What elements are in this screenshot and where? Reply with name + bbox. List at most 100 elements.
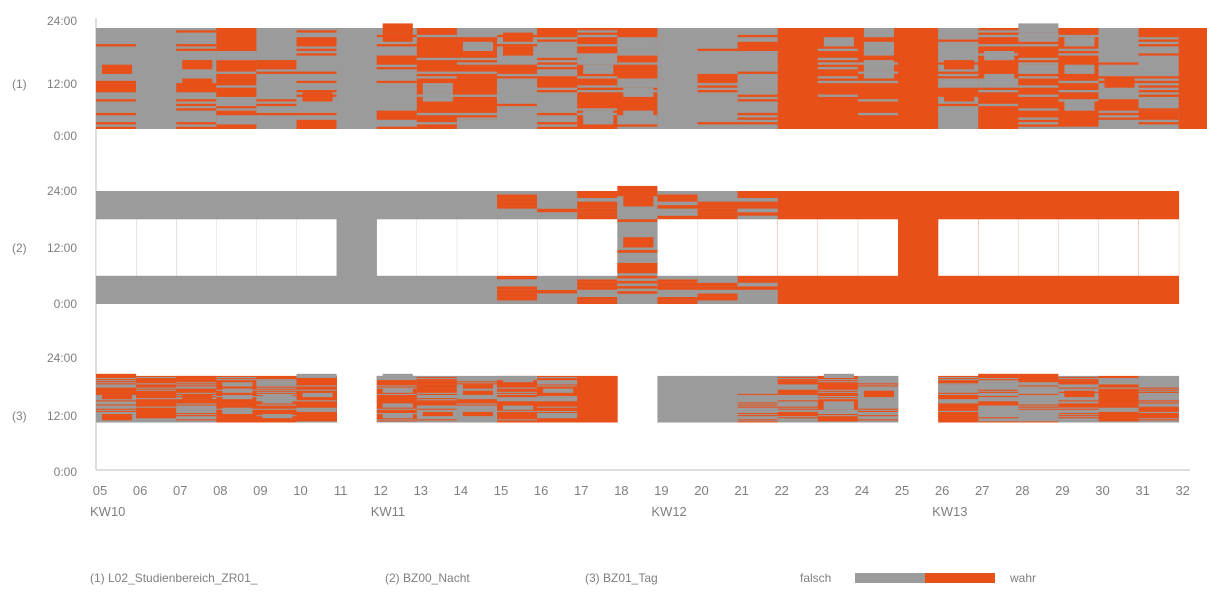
- stripe: [577, 194, 618, 198]
- stripe: [456, 57, 497, 61]
- stripe: [1058, 400, 1099, 402]
- stripe: [938, 383, 979, 385]
- stripe: [376, 421, 417, 423]
- day-cell: [898, 191, 939, 304]
- day-cell: [978, 375, 1019, 423]
- stripe: [176, 399, 217, 404]
- stripe: [296, 122, 337, 125]
- stripe: [176, 383, 217, 385]
- stripe: [657, 286, 698, 290]
- stripe: [296, 80, 337, 84]
- stripe: [577, 212, 618, 216]
- x-tick-label: 13: [414, 483, 428, 498]
- stripe: [978, 401, 1019, 406]
- stripe: [1138, 53, 1179, 56]
- stripe: [296, 37, 337, 47]
- stripe: [1018, 64, 1059, 74]
- stripe: [577, 201, 618, 206]
- stripe: [777, 408, 818, 410]
- week-label: KW12: [651, 504, 686, 519]
- stripe: [382, 414, 413, 419]
- stripe: [817, 67, 858, 70]
- stripe: [376, 55, 417, 65]
- gap-daytime: [577, 219, 618, 276]
- stripe: [462, 384, 493, 389]
- stripe: [376, 34, 417, 38]
- stripe: [1138, 108, 1179, 111]
- stripe: [376, 419, 417, 421]
- week-label: KW10: [90, 504, 125, 519]
- stripe: [296, 385, 337, 387]
- stripe: [176, 385, 217, 387]
- stripe: [497, 279, 538, 283]
- stripe: [102, 395, 133, 400]
- stripe: [1018, 76, 1059, 79]
- stripe: [376, 387, 417, 389]
- gap-daytime: [818, 219, 859, 276]
- legend-wahr-swatch: [925, 573, 995, 583]
- stripe: [376, 393, 417, 395]
- day-cell: [737, 375, 779, 423]
- stripe: [697, 122, 738, 125]
- stripe: [938, 39, 979, 42]
- stripe: [697, 191, 738, 195]
- stripe: [978, 53, 1019, 56]
- x-tick-label: 17: [574, 483, 588, 498]
- stripe: [737, 198, 778, 202]
- stripe: [456, 94, 497, 97]
- stripe: [537, 78, 578, 88]
- stripe: [938, 393, 979, 395]
- stripe: [697, 85, 738, 88]
- stripe: [1064, 37, 1095, 47]
- stripe: [657, 205, 698, 209]
- stripe: [416, 71, 457, 74]
- stripe: [817, 381, 858, 383]
- stripe: [96, 112, 137, 116]
- stripe: [497, 212, 538, 216]
- stripe: [256, 396, 297, 398]
- gap-daytime: [376, 219, 417, 276]
- stripe: [497, 289, 538, 294]
- gap-daytime: [296, 219, 337, 276]
- stripe: [497, 398, 538, 400]
- stripe: [737, 419, 778, 421]
- stripe: [737, 415, 778, 417]
- x-tick-label: 26: [935, 483, 949, 498]
- x-tick-label: 19: [654, 483, 668, 498]
- stripe: [416, 419, 457, 421]
- stripe: [863, 392, 894, 398]
- stripe: [182, 78, 213, 88]
- stripe: [657, 282, 698, 287]
- stripe: [657, 289, 698, 294]
- stripe: [1058, 379, 1099, 381]
- stripe: [1138, 39, 1179, 42]
- stripe: [537, 410, 578, 412]
- x-tick-label: 09: [253, 483, 267, 498]
- stripe: [376, 413, 417, 415]
- stripe: [537, 90, 578, 93]
- stripe: [1098, 117, 1139, 120]
- x-tick-label: 05: [93, 483, 107, 498]
- stripe: [1098, 101, 1139, 111]
- stripe: [1138, 419, 1179, 421]
- stripe: [817, 379, 858, 381]
- stripe: [817, 391, 858, 393]
- stripe: [96, 99, 137, 102]
- stripe: [737, 282, 778, 287]
- x-tick-label: 30: [1095, 483, 1109, 498]
- stripe: [1098, 80, 1139, 84]
- stripe: [978, 44, 1019, 47]
- x-tick-label: 14: [454, 483, 468, 498]
- stripe: [978, 396, 1019, 398]
- stripe: [823, 373, 854, 378]
- stripe: [537, 397, 578, 402]
- panel-label: (2): [12, 241, 27, 255]
- gap-daytime: [457, 219, 498, 276]
- stripe: [737, 300, 778, 304]
- stripe: [176, 126, 217, 129]
- panel-label: (3): [12, 409, 27, 423]
- stripe: [1098, 112, 1139, 116]
- stripe: [537, 293, 578, 297]
- stripe: [256, 393, 297, 395]
